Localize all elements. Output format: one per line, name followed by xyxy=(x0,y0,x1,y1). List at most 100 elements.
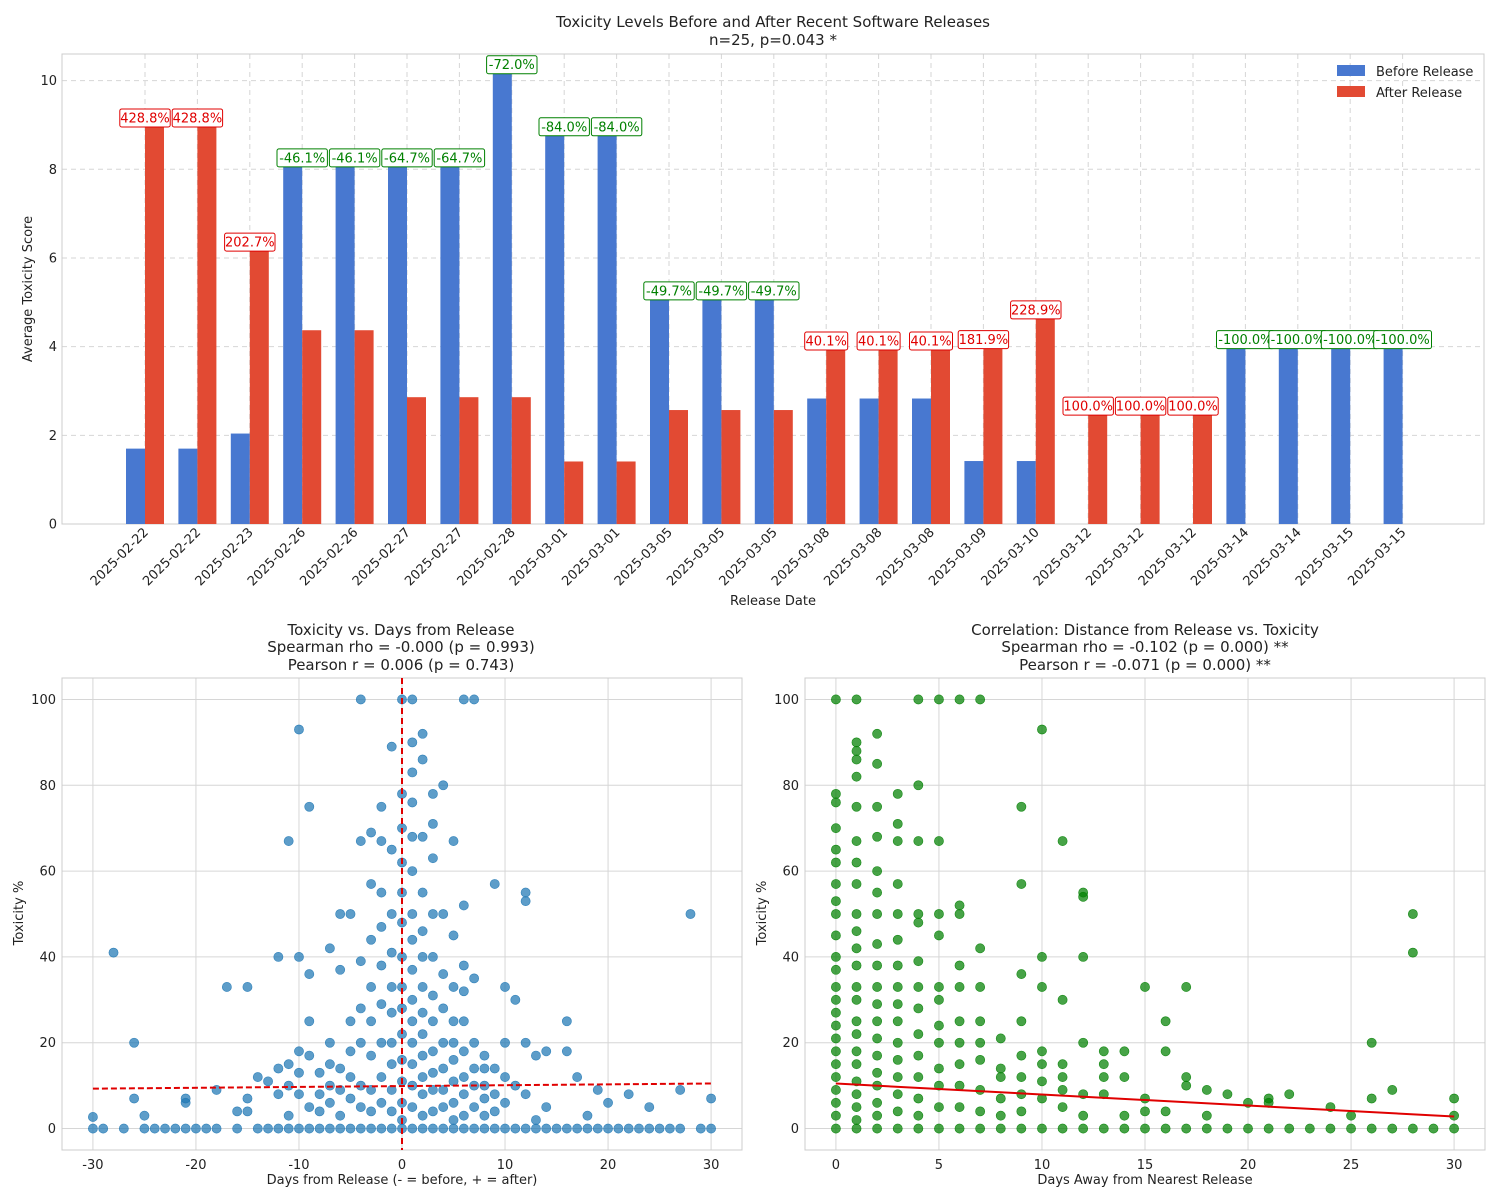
data-point xyxy=(417,1050,428,1061)
data-point xyxy=(954,900,965,911)
data-point xyxy=(872,999,883,1010)
x-tick-label: 20 xyxy=(1240,1158,1257,1173)
data-point xyxy=(913,694,924,705)
change-label-box xyxy=(1062,396,1114,416)
data-point xyxy=(242,1106,253,1117)
data-point xyxy=(355,1123,366,1134)
data-point xyxy=(407,767,418,778)
data-point xyxy=(675,1123,686,1134)
data-point xyxy=(355,836,366,846)
data-point xyxy=(417,1007,428,1018)
data-point xyxy=(831,964,841,975)
data-point xyxy=(1037,1076,1047,1087)
data-point xyxy=(1098,1089,1109,1100)
data-point xyxy=(428,1016,438,1027)
data-point xyxy=(1078,1123,1089,1134)
data-point xyxy=(872,866,883,876)
change-label-box xyxy=(381,148,433,168)
data-point xyxy=(428,818,438,829)
scatter-left-subtitle-2: Pearson r = 0.006 (p = 0.743) xyxy=(288,656,515,674)
data-point xyxy=(417,1072,428,1082)
data-point xyxy=(376,1123,387,1134)
data-point xyxy=(613,1123,624,1134)
bar-before xyxy=(440,164,460,524)
data-point xyxy=(851,801,862,812)
data-point xyxy=(489,1106,500,1117)
data-point xyxy=(851,1089,862,1100)
data-point xyxy=(407,1016,418,1027)
data-point xyxy=(954,1123,965,1134)
bar-after xyxy=(616,461,636,524)
data-point xyxy=(118,1123,129,1134)
data-point xyxy=(995,1093,1006,1104)
data-point xyxy=(355,1102,366,1112)
data-point xyxy=(1366,1037,1377,1048)
data-point xyxy=(561,1016,572,1027)
data-point xyxy=(324,1123,335,1134)
data-point xyxy=(366,879,376,889)
data-point xyxy=(603,1123,613,1134)
trend-line xyxy=(835,1082,1455,1118)
scatter-right-xlabel: Days Away from Nearest Release xyxy=(1037,1173,1252,1188)
data-point xyxy=(1140,982,1150,992)
data-point xyxy=(283,836,294,846)
data-point xyxy=(831,982,841,992)
data-point xyxy=(582,1110,593,1121)
y-tick-label: 4 xyxy=(49,340,57,355)
data-point xyxy=(892,960,903,971)
data-point xyxy=(1057,1059,1068,1070)
data-point xyxy=(232,1106,243,1117)
data-point xyxy=(892,818,903,829)
data-point xyxy=(386,982,397,992)
data-point xyxy=(664,1123,675,1134)
data-point xyxy=(417,1029,428,1040)
data-point xyxy=(438,1123,449,1134)
data-point xyxy=(831,909,841,919)
change-label: 100.0% xyxy=(1063,400,1113,415)
data-point xyxy=(975,943,986,954)
data-point xyxy=(1304,1123,1315,1134)
data-point xyxy=(469,1063,480,1074)
data-point xyxy=(448,1097,459,1108)
data-point xyxy=(1057,1123,1068,1134)
data-point xyxy=(345,1123,356,1134)
bar-after xyxy=(564,461,584,524)
data-point xyxy=(428,853,438,864)
data-point xyxy=(417,1089,428,1100)
data-point xyxy=(934,1102,944,1112)
change-label-box xyxy=(433,148,486,168)
bar-after xyxy=(249,249,269,524)
data-point xyxy=(335,964,346,975)
data-point xyxy=(561,1046,572,1057)
change-label: 428.8% xyxy=(120,111,170,126)
data-point xyxy=(623,1089,634,1100)
data-point xyxy=(304,1102,315,1112)
data-point xyxy=(304,1050,315,1061)
data-point xyxy=(831,1123,841,1134)
data-point xyxy=(386,1059,397,1070)
data-point xyxy=(366,827,376,838)
data-point xyxy=(376,887,387,898)
data-point xyxy=(851,746,862,756)
data-point xyxy=(458,1072,469,1082)
bar-before xyxy=(912,398,931,524)
data-point xyxy=(892,934,903,945)
data-point xyxy=(1037,1046,1047,1057)
data-point xyxy=(1016,1016,1027,1027)
data-point xyxy=(417,831,428,842)
y-tick-label: 0 xyxy=(49,518,57,533)
data-point xyxy=(1016,801,1027,812)
data-point xyxy=(438,1063,449,1074)
data-point xyxy=(376,1097,387,1108)
data-point xyxy=(831,1085,841,1095)
data-point xyxy=(872,831,883,842)
data-point xyxy=(531,1115,541,1125)
data-point xyxy=(448,1115,459,1125)
data-point xyxy=(913,917,924,928)
data-point xyxy=(995,1033,1006,1044)
bar-after xyxy=(669,410,688,524)
data-point xyxy=(851,960,862,971)
scatter-left-ylabel: Toxicity % xyxy=(12,881,27,947)
data-point xyxy=(88,1123,98,1134)
data-point xyxy=(995,1123,1006,1134)
